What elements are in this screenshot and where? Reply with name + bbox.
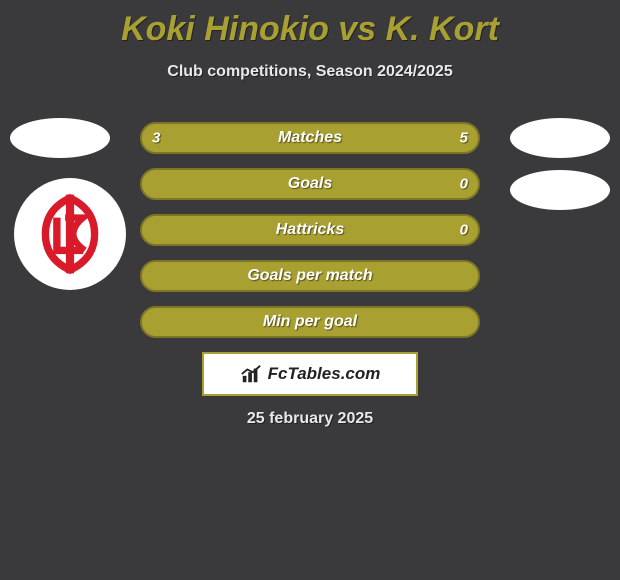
stat-right-value: 5 xyxy=(460,130,468,147)
stat-bar-min-per-goal: Min per goal xyxy=(140,306,480,338)
stat-label: Goals xyxy=(288,175,332,193)
stat-bar-matches: 3 Matches 5 xyxy=(140,122,480,154)
stat-left-value: 3 xyxy=(152,130,160,147)
stat-bar-hattricks: Hattricks 0 xyxy=(140,214,480,246)
stat-label: Goals per match xyxy=(247,267,372,285)
stat-bar-goals: Goals 0 xyxy=(140,168,480,200)
stat-right-value: 0 xyxy=(460,176,468,193)
chart-icon xyxy=(240,363,262,385)
lks-logo-icon xyxy=(29,193,111,275)
club-left-logo xyxy=(14,178,126,290)
stat-bars: 3 Matches 5 Goals 0 Hattricks 0 Goals pe… xyxy=(140,122,480,352)
player-left-avatar xyxy=(10,118,110,158)
date-text: 25 february 2025 xyxy=(0,410,620,428)
stat-right-value: 0 xyxy=(460,222,468,239)
stat-label: Min per goal xyxy=(263,313,357,331)
brand-text: FcTables.com xyxy=(268,364,381,384)
club-right-badge xyxy=(510,170,610,210)
subtitle: Club competitions, Season 2024/2025 xyxy=(0,63,620,81)
bar-fill xyxy=(142,124,266,152)
brand-box: FcTables.com xyxy=(202,352,418,396)
page-title: Koki Hinokio vs K. Kort xyxy=(0,0,620,49)
stat-label: Matches xyxy=(278,129,342,147)
stat-label: Hattricks xyxy=(276,221,344,239)
stat-bar-goals-per-match: Goals per match xyxy=(140,260,480,292)
player-right-avatar xyxy=(510,118,610,158)
